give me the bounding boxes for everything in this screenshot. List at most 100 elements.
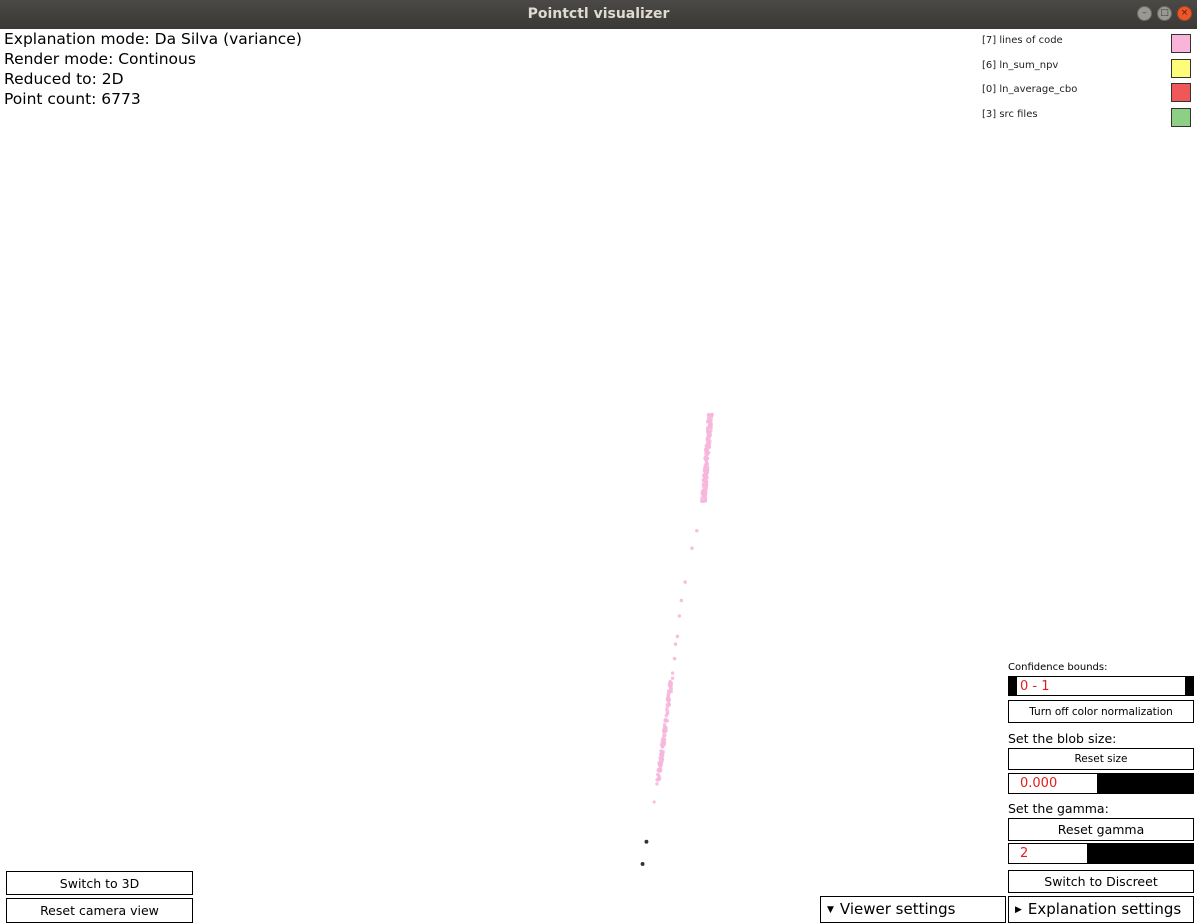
point-blob <box>708 433 713 437</box>
point-blob <box>705 468 709 472</box>
point-blob <box>707 436 711 441</box>
point-blob <box>704 486 709 491</box>
legend-label: [7] lines of code <box>982 35 1063 46</box>
point-blob <box>658 769 662 773</box>
point-blob <box>670 671 675 675</box>
blob-size-label: Set the blob size: <box>1008 731 1117 746</box>
legend: [7] lines of code [6] ln_sum_npv [0] ln_… <box>982 33 1195 131</box>
point-blob <box>706 442 711 446</box>
legend-item: [6] ln_sum_npv <box>982 58 1195 83</box>
gamma-value: 2 <box>1020 846 1029 861</box>
chevron-right-icon: ▶ <box>1015 905 1022 915</box>
point-blob <box>703 447 708 451</box>
window-title: Pointctl visualizer <box>527 6 670 22</box>
viewer-settings-label: Viewer settings <box>839 900 956 918</box>
color-normalization-button[interactable]: Turn off color normalization <box>1008 700 1194 723</box>
close-button[interactable]: × <box>1177 6 1192 21</box>
explanation-mode-text: Explanation mode: Da Silva (variance) <box>4 30 302 48</box>
legend-item: [7] lines of code <box>982 33 1195 58</box>
legend-label: [0] ln_average_cbo <box>982 84 1078 95</box>
maximize-button[interactable]: □ <box>1157 6 1172 21</box>
point-blob <box>665 711 670 716</box>
point-blob <box>677 614 682 618</box>
confidence-bounds-value: 0 - 1 <box>1020 679 1050 694</box>
point-blob <box>706 465 710 470</box>
point-blob <box>668 680 673 685</box>
legend-label: [6] ln_sum_npv <box>982 59 1059 71</box>
minimize-button[interactable]: – <box>1137 6 1152 21</box>
title-bar: Pointctl visualizer – □ × <box>0 0 1197 29</box>
viewer-settings-tab[interactable]: ▼ Viewer settings <box>820 896 1006 923</box>
point-blob <box>700 496 704 500</box>
point-blob <box>665 698 670 703</box>
point-blob <box>695 529 699 533</box>
point-blob <box>660 737 665 741</box>
point-blob <box>662 722 667 727</box>
point-blob <box>704 443 708 448</box>
legend-swatch <box>1171 107 1191 127</box>
point-blob <box>659 761 664 765</box>
point-blob <box>705 427 710 432</box>
point-blob <box>708 439 712 444</box>
point-canvas[interactable] <box>0 0 1197 894</box>
point-blob <box>640 862 645 866</box>
legend-item: [3] src files <box>982 107 1195 132</box>
point-blob <box>673 642 678 646</box>
point-blob <box>703 472 708 477</box>
point-blob <box>707 412 711 417</box>
point-blob <box>683 580 687 584</box>
reduced-to-text: Reduced to: 2D <box>4 70 124 88</box>
explanation-settings-label: Explanation settings <box>1027 900 1182 918</box>
legend-swatch <box>1171 58 1191 78</box>
point-blob <box>705 456 709 460</box>
point-blob <box>644 839 649 844</box>
point-blob <box>700 489 705 493</box>
point-blob <box>704 483 709 487</box>
point-blob <box>703 491 708 495</box>
point-blob <box>652 800 656 804</box>
point-blob <box>666 692 670 697</box>
point-blob <box>690 546 694 550</box>
point-blob <box>661 740 666 745</box>
confidence-bounds-field[interactable]: 0 - 1 <box>1008 676 1194 696</box>
point-blob <box>672 656 677 661</box>
legend-swatch <box>1171 34 1191 53</box>
switch-3d-button[interactable]: Switch to 3D <box>6 871 193 895</box>
legend-swatch <box>1171 83 1191 102</box>
switch-discreet-button[interactable]: Switch to Discreet <box>1008 870 1194 893</box>
point-count-text: Point count: 6773 <box>4 90 141 108</box>
gamma-label: Set the gamma: <box>1008 801 1109 816</box>
point-blob <box>701 482 706 486</box>
reset-size-button[interactable]: Reset size <box>1008 748 1194 770</box>
info-panel: Explanation mode: Da Silva (variance) Re… <box>4 29 302 109</box>
explanation-settings-tab[interactable]: ▶ Explanation settings <box>1008 896 1194 923</box>
point-blob <box>675 634 680 639</box>
point-blob <box>705 450 710 455</box>
legend-item: [0] ln_average_cbo <box>982 82 1195 107</box>
chevron-down-icon: ▼ <box>827 905 834 915</box>
point-blob <box>703 496 707 500</box>
point-blob <box>709 414 714 419</box>
blob-size-slider[interactable]: 0.000 <box>1008 773 1194 794</box>
point-blob <box>700 499 704 503</box>
reset-camera-button[interactable]: Reset camera view <box>6 898 193 923</box>
point-blob <box>657 776 661 780</box>
point-blob <box>665 705 670 710</box>
blob-size-value: 0.000 <box>1020 776 1058 791</box>
gamma-slider[interactable]: 2 <box>1008 843 1194 864</box>
point-blob <box>703 464 707 468</box>
point-blob <box>655 782 659 786</box>
point-blob <box>664 719 668 723</box>
render-mode-text: Render mode: Continous <box>4 50 196 68</box>
point-blob <box>679 598 684 603</box>
point-blob <box>659 749 663 753</box>
point-blob <box>709 426 713 430</box>
point-blob <box>704 480 708 485</box>
point-blob <box>704 459 709 463</box>
legend-label: [3] src files <box>982 108 1038 120</box>
point-blob <box>706 430 710 435</box>
point-blob <box>660 756 664 761</box>
reset-gamma-button[interactable]: Reset gamma <box>1008 818 1194 841</box>
point-blob <box>707 418 711 422</box>
point-blob <box>670 676 675 680</box>
